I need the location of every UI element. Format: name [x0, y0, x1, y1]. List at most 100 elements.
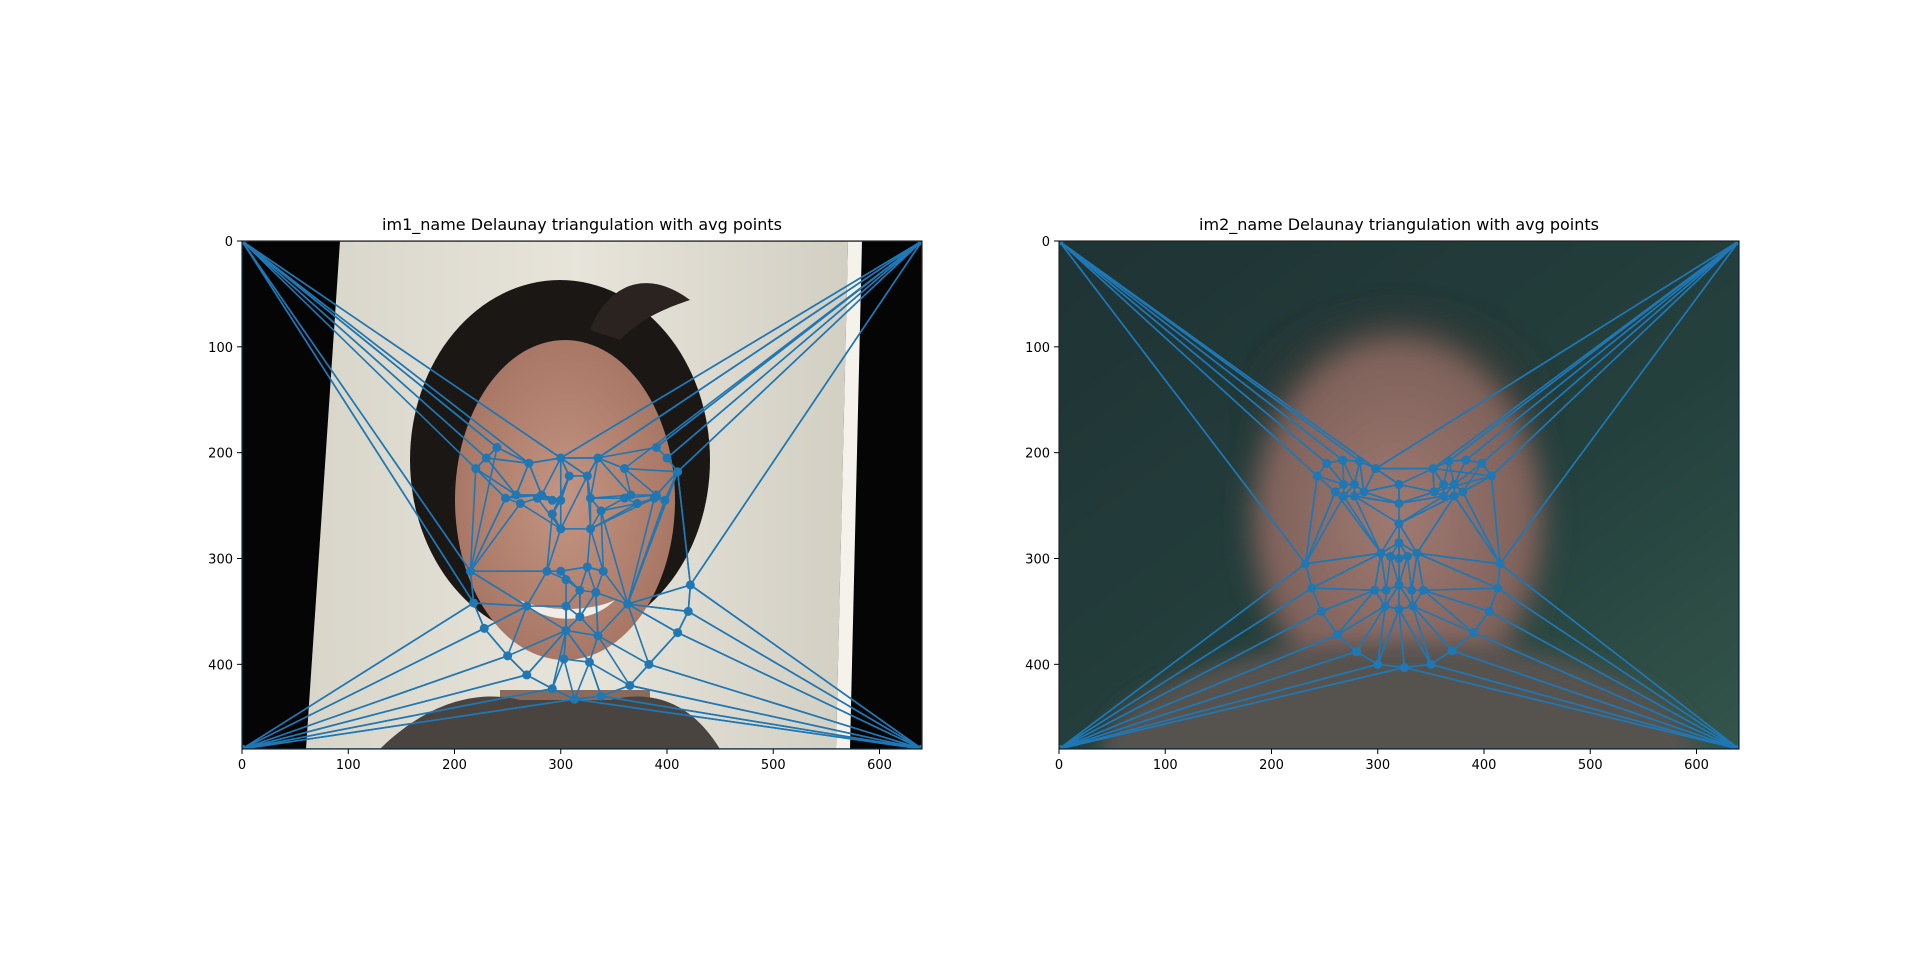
data-point — [596, 506, 606, 516]
triangle-edge — [551, 658, 576, 701]
data-point — [1449, 491, 1459, 501]
data-point — [1394, 498, 1404, 508]
data-point — [1407, 585, 1417, 595]
data-point — [1449, 479, 1459, 489]
triangle-edge — [242, 241, 922, 459]
triangle-edge — [589, 497, 602, 530]
data-point — [1394, 519, 1404, 529]
data-point — [662, 453, 672, 463]
data-point — [685, 580, 695, 590]
data-point — [559, 654, 569, 664]
triangle-edge — [1353, 460, 1365, 493]
x-tick-label: 0 — [1055, 758, 1063, 773]
y-tick-label: 400 — [208, 658, 233, 673]
x-tick-label: 500 — [1578, 758, 1603, 773]
triangle-edge — [525, 629, 567, 690]
data-point — [683, 606, 693, 616]
x-tick-label: 400 — [655, 758, 680, 773]
data-point — [1059, 241, 1064, 246]
data-point — [1495, 559, 1505, 569]
triangle-edge — [600, 497, 639, 512]
data-point — [503, 651, 513, 661]
triangle-edge — [1336, 589, 1386, 636]
triangle-edge — [588, 661, 631, 697]
x-tick-label: 300 — [548, 758, 573, 773]
data-point — [501, 493, 510, 503]
data-point — [673, 467, 683, 477]
axes-frame-left — [241, 240, 923, 750]
data-point — [1386, 551, 1395, 561]
y-tick-label: 0 — [225, 235, 233, 250]
data-point — [542, 566, 552, 576]
data-point — [481, 453, 491, 463]
data-point — [1355, 456, 1365, 466]
triangulation-mesh-right — [1059, 241, 1739, 749]
data-point — [1376, 548, 1386, 558]
data-point — [1426, 659, 1436, 669]
data-point — [586, 524, 595, 534]
triangle-edge — [504, 494, 543, 499]
data-point — [1468, 628, 1478, 638]
data-point — [515, 498, 525, 508]
data-point — [623, 599, 633, 609]
data-point — [561, 625, 571, 635]
data-point — [626, 490, 636, 500]
data-point — [556, 453, 566, 463]
axes-frame-right — [1058, 240, 1740, 750]
y-tick-label: 200 — [208, 447, 233, 462]
triangle-edge — [528, 457, 562, 496]
data-point — [593, 631, 603, 641]
data-point — [651, 490, 661, 500]
y-tick-label: 100 — [1025, 341, 1050, 356]
data-point — [1399, 663, 1409, 673]
triangle-edge — [597, 634, 650, 687]
data-point — [479, 623, 489, 633]
data-point — [570, 694, 580, 704]
x-tick-label: 200 — [442, 758, 467, 773]
triangulation-mesh-left — [242, 241, 922, 749]
data-point — [561, 575, 571, 585]
data-point — [522, 601, 532, 611]
y-tick-label: 100 — [208, 341, 233, 356]
data-point — [1381, 585, 1391, 595]
data-point — [547, 684, 557, 694]
data-point — [1339, 479, 1349, 489]
chart-title-left: im1_name Delaunay triangulation with avg… — [382, 215, 782, 235]
triangle-edge — [546, 513, 562, 573]
data-point — [1332, 630, 1342, 640]
data-point — [1394, 554, 1404, 563]
data-point — [1429, 487, 1439, 497]
data-point — [582, 471, 592, 481]
triangle-edge — [1398, 495, 1456, 525]
data-point — [547, 509, 557, 519]
triangle-edge — [600, 510, 629, 605]
triangle-edge — [1342, 495, 1382, 555]
x-tick-label: 100 — [1153, 758, 1178, 773]
data-point — [1444, 456, 1454, 466]
data-point — [1734, 241, 1739, 246]
data-point — [1447, 646, 1457, 656]
triangle-edge — [469, 497, 522, 573]
data-point — [1330, 487, 1340, 497]
data-point — [1339, 491, 1349, 501]
triangle-edge — [586, 566, 605, 594]
data-point — [1322, 458, 1332, 468]
y-tick-label: 0 — [1042, 235, 1050, 250]
triangle-edge — [1412, 605, 1475, 652]
data-point — [586, 493, 595, 503]
data-point — [547, 495, 557, 505]
data-point — [591, 587, 601, 597]
data-point — [1373, 659, 1383, 669]
data-point — [575, 612, 585, 622]
data-point — [917, 241, 922, 246]
data-point — [522, 670, 532, 680]
triangle-edge — [1398, 605, 1432, 666]
data-point — [471, 464, 481, 474]
y-tick-label: 300 — [208, 553, 233, 568]
x-tick-label: 300 — [1365, 758, 1390, 773]
data-point — [1493, 583, 1503, 593]
data-point — [1439, 491, 1449, 501]
x-tick-label: 600 — [867, 758, 892, 773]
triangle-edge — [595, 591, 629, 637]
